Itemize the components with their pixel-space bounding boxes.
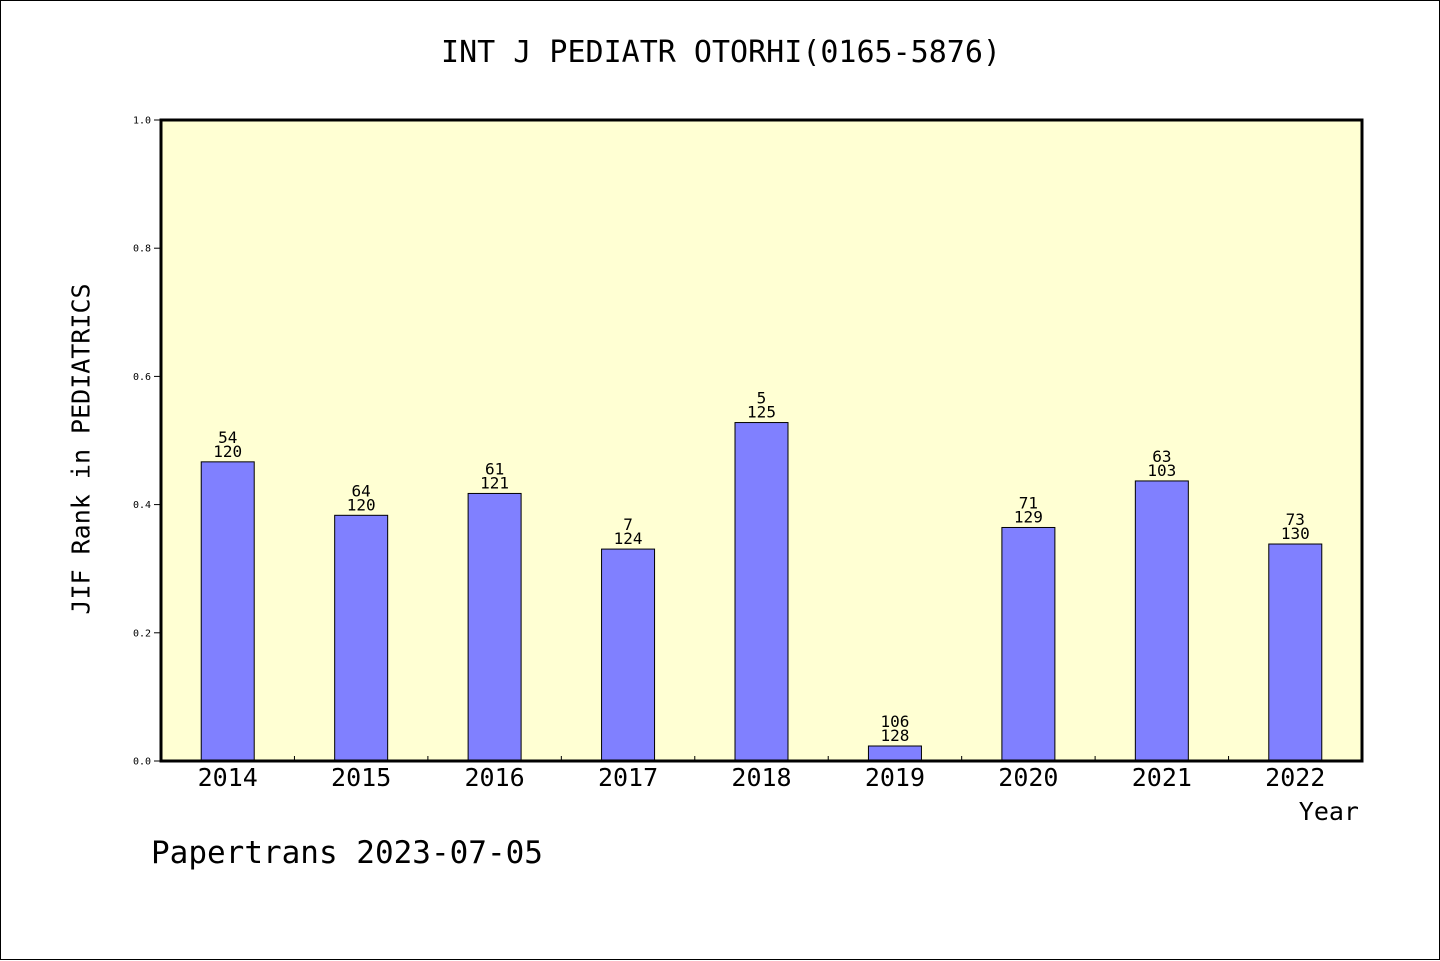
bar-2020 — [1001, 526, 1056, 762]
x-tick-label: 2020 — [998, 763, 1058, 792]
bar-2019 — [867, 745, 922, 762]
bar-2022 — [1268, 543, 1323, 762]
bar-2021 — [1134, 480, 1189, 762]
x-tick-label: 2018 — [731, 763, 791, 792]
x-tick-label: 2021 — [1132, 763, 1192, 792]
bar-label-total: 121 — [480, 473, 509, 492]
footer-credit: Papertrans 2023-07-05 — [151, 835, 543, 871]
bar-label-rank: 63 — [1152, 447, 1171, 466]
bar-label-rank: 61 — [485, 459, 504, 478]
bar-label-rank: 71 — [1019, 493, 1038, 512]
y-tick-label: 0.4 — [133, 500, 151, 511]
bar-2014 — [200, 461, 255, 762]
bar-2015 — [334, 514, 389, 762]
x-tick-label: 2016 — [465, 763, 525, 792]
y-tick-label: 0.0 — [133, 757, 151, 768]
bar-label-total: 128 — [880, 726, 909, 745]
bar-2017 — [601, 548, 656, 762]
chart-title: INT J PEDIATR OTORHI(0165-5876) — [441, 35, 1001, 70]
bar-label-total: 124 — [614, 529, 643, 548]
bar-label-rank: 64 — [352, 481, 371, 500]
plot-border — [159, 118, 1364, 763]
bar-label-rank: 7 — [623, 515, 633, 534]
bar-label-total: 103 — [1147, 461, 1176, 480]
y-tick-label: 1.0 — [133, 116, 151, 127]
x-tick-label: 2022 — [1265, 763, 1325, 792]
bar-label-total: 130 — [1281, 524, 1310, 543]
x-tick-label: 2015 — [331, 763, 391, 792]
bar-label-rank: 106 — [880, 712, 909, 731]
y-tick-label: 0.2 — [133, 628, 151, 639]
bar-label-total: 120 — [347, 495, 376, 514]
x-tick-label: 2014 — [198, 763, 258, 792]
bar-label-rank: 54 — [218, 428, 237, 447]
x-tick-label: 2017 — [598, 763, 658, 792]
bar-label-rank: 5 — [757, 389, 767, 408]
x-tick-label: 2019 — [865, 763, 925, 792]
bar-label-total: 129 — [1014, 507, 1043, 526]
bar-label-total: 120 — [213, 442, 242, 461]
bar-label-rank: 73 — [1286, 510, 1305, 529]
bar-label-total: 125 — [747, 403, 776, 422]
y-tick-label: 0.6 — [133, 372, 151, 383]
y-tick-label: 0.8 — [133, 244, 151, 255]
bar-2018 — [734, 422, 789, 762]
bar-2016 — [467, 492, 522, 762]
x-axis-label: Year — [1298, 797, 1359, 826]
